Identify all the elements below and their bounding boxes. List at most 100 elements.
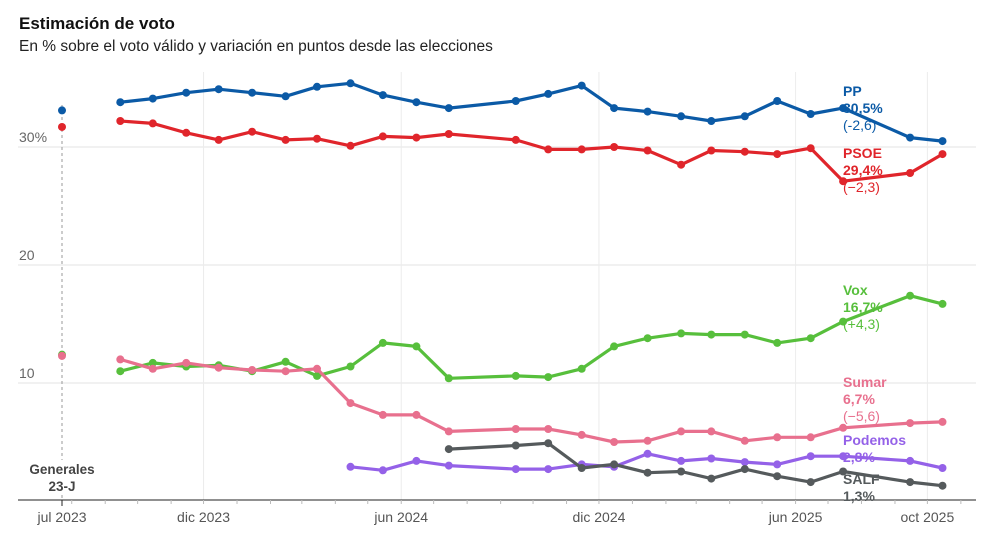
series-point-pp [643,107,652,116]
series-point-salf [610,460,619,469]
series-label-psoe: (−2,3) [843,179,880,195]
series-label-vox: (+4,3) [843,316,880,332]
series-point-podemos [740,458,749,467]
series-point-sumar [740,436,749,445]
series-point-vox [148,358,157,367]
series-point-sumar [839,423,848,432]
series-point-pp [346,79,355,88]
series-label-sumar: Sumar [843,374,887,390]
series-point-vox [707,330,716,339]
series-point-vox [313,371,321,380]
series-point-psoe [313,134,321,143]
series-point-vox [740,330,749,339]
series-point-sumar [577,430,586,439]
series-point-vox [806,334,815,343]
series-point-psoe [707,146,716,155]
series-point-sumar [182,358,191,367]
series-point-pp [806,110,815,118]
series-point-salf [444,445,453,454]
series-point-sumar [677,427,686,436]
series-label-sumar: (−5,6) [843,408,880,424]
series-point-podemos [839,452,848,461]
series-point-pp [740,112,749,121]
series-point-sumar [214,363,223,372]
series-point-salf [707,474,716,483]
series-point-pp [148,94,157,103]
series-point-vox [610,342,619,351]
series-point-psoe [938,150,947,159]
series-point-pp [839,104,848,113]
chart-title: Estimación de voto [19,14,175,33]
x-tick-label: jul 2023 [36,509,86,525]
series-point-psoe [677,160,686,169]
election-point-psoe [58,122,66,131]
series-point-pp [412,98,421,107]
series-point-salf [577,464,586,472]
series-point-sumar [906,419,915,428]
series-point-pp [906,133,915,142]
series-point-sumar [346,399,355,408]
series-point-pp [577,81,586,90]
chart-subtitle: En % sobre el voto válido y variación en… [19,38,493,55]
series-line-salf [447,441,945,488]
series-point-psoe [577,145,586,154]
axis-layer: 30% 20 10 jul 2023 dic 2023 jun 2024 dic 2024 j… [18,129,976,525]
series-point-pp [248,88,257,97]
series-point-pp [116,98,125,107]
series-point-psoe [148,119,157,128]
series-point-podemos [677,456,686,465]
series-point-sumar [544,425,553,433]
series-point-psoe [511,135,520,144]
election-layer: Generales 23-J [26,105,98,500]
x-tick-label: dic 2024 [572,509,625,525]
series-point-pp [773,97,782,105]
series-point-pp [707,117,716,125]
series-point-vox [378,338,387,347]
series-point-psoe [182,128,191,137]
series-line-vox [118,294,945,380]
series-point-pp [511,97,520,105]
series-label-podemos: 2,8% [843,449,875,465]
election-label: 23-J [48,479,75,494]
series-point-podemos [643,449,652,458]
series-layer [116,79,947,490]
series-point-salf [906,478,915,487]
series-point-psoe [906,169,915,177]
series-point-pp [182,88,191,97]
series-point-vox [839,317,848,326]
series-point-psoe [773,150,782,159]
x-tick-label: jun 2024 [373,509,428,525]
series-point-psoe [116,117,125,125]
series-point-psoe [643,146,652,155]
series-point-sumar [643,436,652,445]
series-point-sumar [938,417,947,426]
series-point-pp [610,104,619,113]
election-point-pp [58,106,66,115]
series-point-psoe [544,145,553,154]
series-point-podemos [906,456,915,465]
series-point-podemos [544,465,553,474]
election-point-sumar [58,351,66,360]
series-point-vox [544,373,553,382]
series-point-vox [906,291,915,300]
series-point-vox [773,338,782,347]
series-point-psoe [281,135,290,144]
series-point-vox [577,364,586,373]
series-point-sumar [610,438,619,446]
series-point-podemos [412,456,421,465]
series-point-pp [677,112,686,121]
series-point-vox [346,362,355,371]
series-point-psoe [610,143,619,151]
series-point-psoe [412,133,421,142]
series-line-sumar [118,357,945,444]
series-point-vox [643,334,652,343]
series-point-sumar [773,433,782,442]
y-tick-label: 20 [19,247,35,263]
series-label-sumar: 6,7% [843,391,875,407]
series-label-salf: 1,3% [843,488,875,504]
series-point-sumar [313,364,321,373]
series-point-podemos [444,461,453,470]
series-point-salf [806,478,815,487]
series-label-pp: 30,5% [843,100,883,116]
